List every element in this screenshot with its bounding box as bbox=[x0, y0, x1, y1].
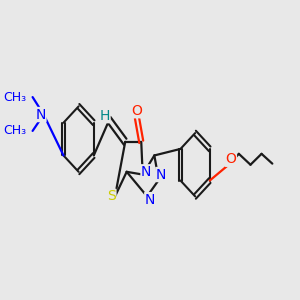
Text: N: N bbox=[156, 167, 166, 182]
Text: N: N bbox=[145, 193, 155, 207]
Text: S: S bbox=[107, 189, 116, 203]
Text: N: N bbox=[36, 107, 46, 122]
Text: CH₃: CH₃ bbox=[4, 91, 27, 103]
Text: H: H bbox=[100, 109, 110, 123]
Text: O: O bbox=[226, 152, 236, 166]
Text: N: N bbox=[141, 165, 152, 179]
Text: CH₃: CH₃ bbox=[4, 124, 27, 137]
Text: O: O bbox=[131, 104, 142, 118]
